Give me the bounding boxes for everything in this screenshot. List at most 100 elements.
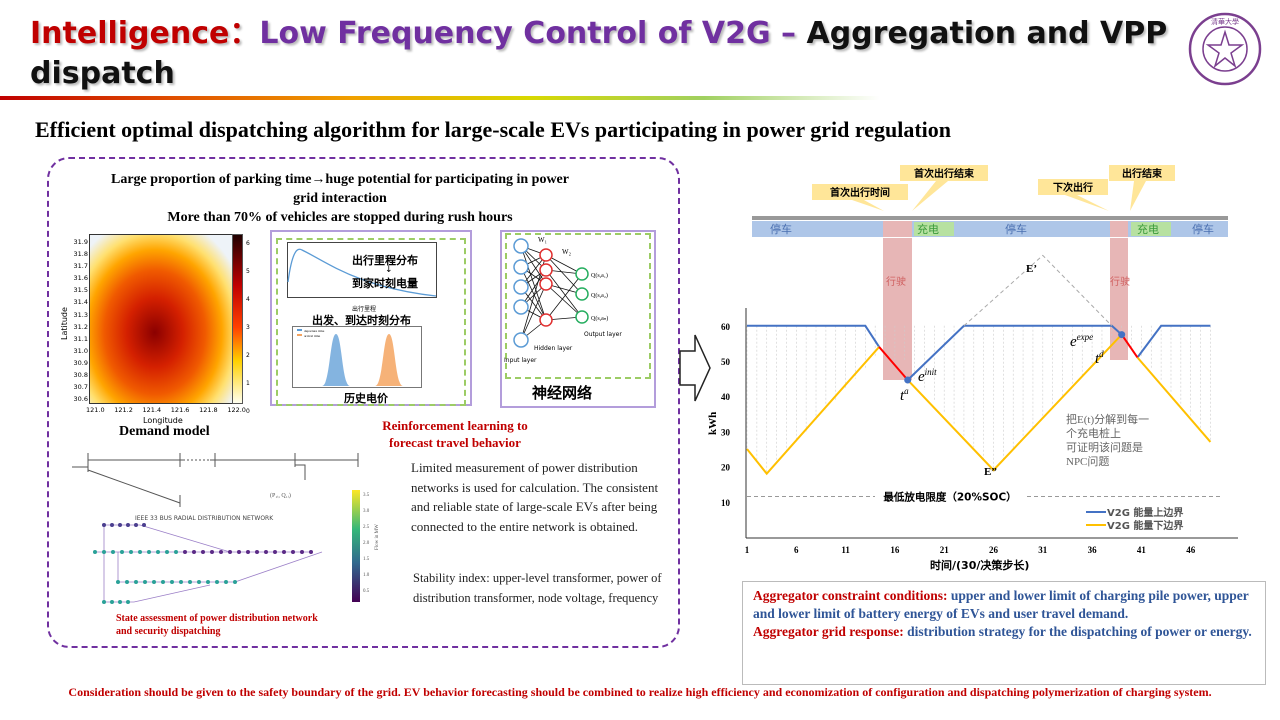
response-label: Aggregator grid response:	[753, 624, 904, 639]
colorbar-tick: 4	[246, 296, 250, 303]
intro-line: More than 70% of vehicles are stopped du…	[167, 210, 513, 225]
series-line	[1120, 334, 1139, 359]
bus-node	[309, 550, 313, 554]
timeline-track	[752, 216, 1228, 220]
series-line	[1136, 356, 1212, 443]
text-line: and reliable state of large-scale EVs af…	[411, 499, 658, 514]
npc-note: 可证明该问题是	[1066, 440, 1143, 454]
bus-node	[165, 550, 169, 554]
right-arrow-icon	[679, 334, 711, 402]
colorbar-label: Flow in MW	[375, 524, 380, 550]
bus-node	[183, 550, 187, 554]
callout-label: 下次出行	[1053, 181, 1093, 194]
bus-node	[156, 550, 160, 554]
callout-pointer	[1065, 195, 1109, 211]
heatmap-xtick: 121.2	[114, 406, 133, 414]
bus-node	[116, 580, 120, 584]
e-expe-label: eexpe	[1070, 332, 1093, 350]
heatmap-ytick: 31.0	[73, 346, 88, 355]
bus-node	[224, 580, 228, 584]
departure-arrival-plot: departure time arrival time	[292, 326, 422, 388]
npc-note: 把E(t)分解到每一	[1066, 412, 1149, 426]
neural-network-diagram: W₁ W₂ Q(s,a₁) Q(s,a₂) Q(s,aₙ) Output lay…	[504, 236, 622, 364]
bus-node	[129, 550, 133, 554]
slide-title: Intelligence：Low Frequency Control of V2…	[30, 14, 1180, 94]
bus-node	[102, 600, 106, 604]
rl-caption-line: Reinforcement learning to	[382, 418, 528, 433]
y-tick-label: 10	[721, 498, 731, 508]
series-line	[746, 346, 880, 476]
bus-node	[255, 550, 259, 554]
measurement-text: Limited measurement of power distributio…	[411, 458, 681, 536]
bus-node	[102, 550, 106, 554]
driving-label: 行驶	[886, 275, 906, 288]
bus-node	[300, 550, 304, 554]
series-line	[907, 324, 1123, 381]
colorbar-tick: 2	[246, 352, 250, 359]
colorbar-tick: 1.5	[363, 557, 370, 562]
footer-note: Consideration should be given to the saf…	[68, 685, 1212, 699]
intro-line: Large proportion of parking time→huge po…	[111, 172, 569, 187]
heatmap-ytick: 30.7	[73, 383, 88, 392]
intro-line: grid interaction	[293, 191, 387, 206]
series-line	[906, 333, 1123, 472]
x-tick-label: 36	[1088, 545, 1098, 555]
callout-pointer	[912, 181, 948, 211]
timeline-state: 充电	[917, 222, 939, 236]
heatmap-ytick: 30.8	[73, 371, 88, 380]
colorbar-tick: 1.0	[363, 573, 370, 578]
y-tick-label: 40	[721, 392, 731, 402]
x-tick-label: 6	[794, 545, 799, 555]
intro-text: Large proportion of parking time→huge po…	[60, 170, 620, 227]
callout-box	[900, 165, 988, 181]
series-line	[1136, 324, 1211, 359]
callout-label: 首次出行结束	[914, 167, 975, 180]
down-arrow-icon: ↓	[385, 265, 393, 275]
price-history-caption: 历史电价	[344, 392, 388, 405]
bus-node	[237, 550, 241, 554]
output-label: Q(s,a₂)	[591, 292, 608, 299]
bus-node	[210, 550, 214, 554]
timeline-state: 停车	[770, 222, 792, 236]
dist-xlabel: 出行里程	[352, 306, 377, 313]
bus-node	[282, 550, 286, 554]
x-tick-label: 41	[1137, 545, 1147, 555]
bus-node	[273, 550, 277, 554]
flow-colorbar	[352, 490, 360, 602]
bus-node	[118, 523, 122, 527]
distribution-network-diagram: (P₁ᵢ, Q₁ᵢ) IEEE 33 BUS RADIAL DISTRIBUTI…	[72, 453, 380, 604]
bus-node	[138, 550, 142, 554]
output-layer-label: Output layer	[584, 331, 622, 338]
callout-pointer	[1130, 181, 1146, 211]
legend-upper: V2G 能量上边界	[1107, 506, 1183, 519]
callout-label: 首次出行时间	[830, 186, 890, 199]
x-tick-label: 1	[745, 545, 750, 555]
bus-node	[126, 523, 130, 527]
bus-node	[120, 550, 124, 554]
bus-node	[179, 580, 183, 584]
output-label: Q(s,aₙ)	[591, 315, 608, 322]
e-double-prime-label: E”	[984, 466, 997, 478]
bus-node	[192, 550, 196, 554]
heatmap-xtick: 121.6	[170, 406, 190, 414]
y-tick-label: 20	[721, 463, 731, 473]
network-title: IEEE 33 BUS RADIAL DISTRIBUTION NETWORK	[135, 515, 274, 522]
title-part-1: Intelligence：	[30, 16, 260, 51]
bus-node	[118, 600, 122, 604]
dashed-frame	[505, 233, 651, 379]
heatmap-ytick: 31.3	[73, 310, 88, 319]
bus-node	[264, 550, 268, 554]
colorbar-tick: 0.5	[363, 589, 370, 594]
neural-network-caption: 神经网络	[532, 384, 593, 402]
timeline-bar	[752, 221, 1228, 237]
t-d-label: td	[1095, 349, 1104, 367]
x-tick-label: 16	[890, 545, 900, 555]
bus-node	[228, 550, 232, 554]
bus-node	[110, 523, 114, 527]
y-axis-label: kWh	[707, 412, 719, 435]
bus-node	[188, 580, 192, 584]
timeline-state: 停车	[1192, 222, 1214, 236]
w2-label: W₂	[562, 248, 572, 256]
slide-subtitle: Efficient optimal dispatching algorithm …	[35, 117, 952, 142]
